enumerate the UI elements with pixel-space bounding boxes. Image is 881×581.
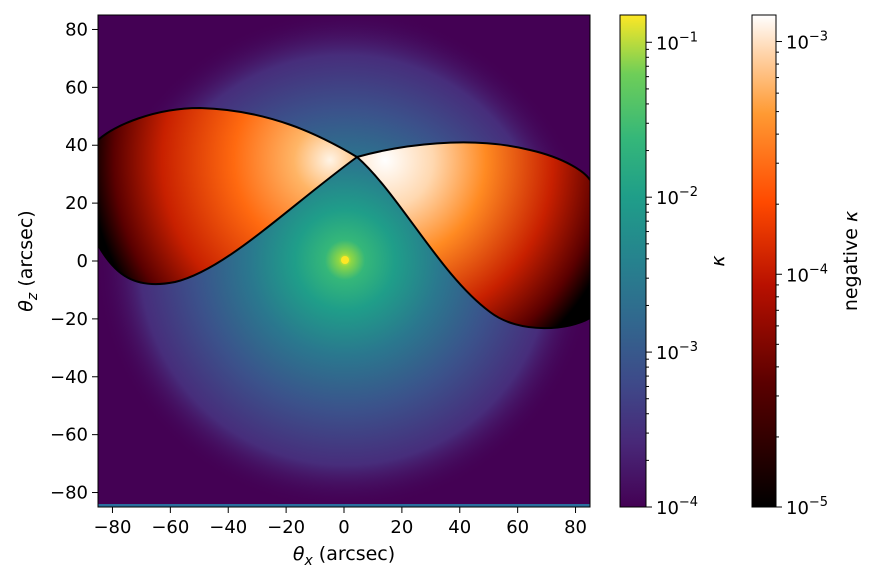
y-tick-label: −20 bbox=[50, 309, 88, 330]
x-tick-label: −40 bbox=[209, 517, 247, 538]
lobe-outline bbox=[98, 106, 590, 330]
x-tick-label: 20 bbox=[390, 517, 413, 538]
bottom-edge-strip bbox=[98, 504, 590, 507]
colorbar-tick-label: 10−1 bbox=[656, 30, 698, 54]
negative-kappa-colorbar-ticks: 10−3 10−4 10−5 bbox=[776, 30, 828, 519]
y-axis-label: θz (arcsec) bbox=[15, 210, 41, 311]
colorbar-tick-label: 10−3 bbox=[656, 340, 698, 364]
x-tick-label: −20 bbox=[267, 517, 305, 538]
colorbar-tick-label: 10−2 bbox=[656, 185, 698, 209]
negative-kappa-left-lobe bbox=[98, 108, 357, 285]
y-tick-label: 40 bbox=[65, 135, 88, 156]
negative-kappa-colorbar bbox=[751, 14, 777, 508]
negative-kappa-colorbar-label: negative κ bbox=[840, 210, 862, 311]
y-tick-label: −80 bbox=[50, 483, 88, 504]
colorbar-tick-label: 10−3 bbox=[786, 30, 828, 54]
kappa-colorbar-label: κ bbox=[707, 255, 729, 267]
y-axis: 80 60 40 20 0 −20 −40 −60 −80 bbox=[50, 19, 98, 504]
x-axis-label: θx (arcsec) bbox=[293, 543, 395, 569]
x-tick-label: 60 bbox=[506, 517, 529, 538]
y-tick-label: 80 bbox=[65, 19, 88, 40]
kappa-colorbar bbox=[619, 14, 647, 508]
colorbar-tick-label: 10−4 bbox=[656, 495, 698, 519]
heatmap-panel bbox=[98, 15, 590, 507]
kappa-peak bbox=[341, 256, 349, 264]
x-tick-label: −60 bbox=[151, 517, 189, 538]
y-tick-label: 20 bbox=[65, 193, 88, 214]
colorbar-tick-label: 10−4 bbox=[786, 262, 828, 286]
x-tick-label: 40 bbox=[448, 517, 471, 538]
colorbar-tick-label: 10−5 bbox=[786, 495, 828, 519]
x-tick-label: 80 bbox=[564, 517, 587, 538]
y-tick-label: 60 bbox=[65, 77, 88, 98]
x-axis: −80 −60 −40 −20 0 20 40 60 80 bbox=[93, 507, 587, 538]
y-tick-label: −40 bbox=[50, 367, 88, 388]
x-tick-label: −80 bbox=[93, 517, 131, 538]
y-tick-label: −60 bbox=[50, 425, 88, 446]
x-tick-label: 0 bbox=[338, 517, 349, 538]
kappa-colorbar-ticks: 10−1 10−2 10−3 10−4 bbox=[646, 30, 698, 519]
y-tick-label: 0 bbox=[77, 251, 88, 272]
negative-kappa-right-lobe bbox=[357, 142, 590, 329]
